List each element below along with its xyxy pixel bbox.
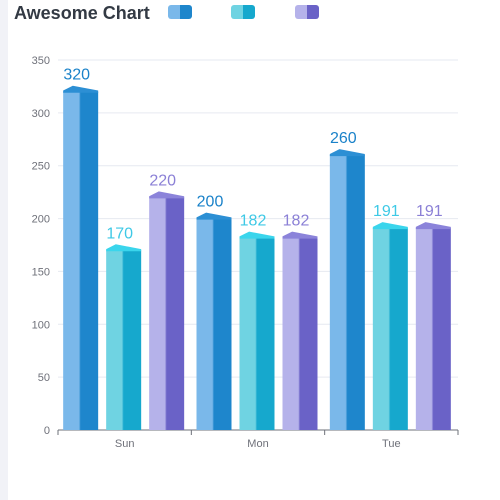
bar-cap xyxy=(63,85,99,93)
y-tick-label: 200 xyxy=(32,214,50,226)
bar xyxy=(415,228,451,430)
data-label: 182 xyxy=(283,213,310,230)
y-tick-label: 50 xyxy=(38,372,50,384)
legend-swatch-series-1[interactable] xyxy=(168,5,192,19)
bar-cap xyxy=(149,191,185,199)
bar-cap xyxy=(196,212,232,220)
bar-cap xyxy=(329,149,365,157)
chart-title: Awesome Chart xyxy=(14,3,150,23)
bar xyxy=(63,91,99,430)
y-tick-label: 350 xyxy=(32,55,50,67)
bar-cap xyxy=(372,222,408,230)
bar xyxy=(196,218,232,430)
data-label: 170 xyxy=(106,225,133,242)
y-tick-label: 100 xyxy=(32,319,50,331)
data-label: 220 xyxy=(149,172,176,189)
bar xyxy=(329,155,365,430)
legend-swatch-series-3[interactable] xyxy=(295,5,319,19)
data-label: 200 xyxy=(197,194,224,211)
bar xyxy=(106,250,142,430)
legend-swatch-series-2[interactable] xyxy=(231,5,255,19)
x-tick-label: Sun xyxy=(115,438,135,450)
data-label: 182 xyxy=(240,213,267,230)
bar xyxy=(149,197,185,430)
bar xyxy=(372,228,408,430)
bar-cap xyxy=(415,222,451,230)
y-tick-label: 150 xyxy=(32,266,50,278)
left-edge-strip xyxy=(0,0,8,500)
y-tick-label: 0 xyxy=(44,425,50,437)
y-tick-label: 250 xyxy=(32,161,50,173)
bar-cap xyxy=(106,244,142,252)
bar xyxy=(239,237,275,430)
data-label: 191 xyxy=(373,203,400,220)
x-tick-label: Mon xyxy=(247,438,268,450)
bar xyxy=(282,237,318,430)
bar-cap xyxy=(282,231,318,239)
data-label: 260 xyxy=(330,130,357,147)
bar-cap xyxy=(239,231,275,239)
data-label: 191 xyxy=(416,203,443,220)
y-tick-label: 300 xyxy=(32,108,50,120)
data-label: 320 xyxy=(63,67,90,84)
x-tick-label: Tue xyxy=(382,438,401,450)
